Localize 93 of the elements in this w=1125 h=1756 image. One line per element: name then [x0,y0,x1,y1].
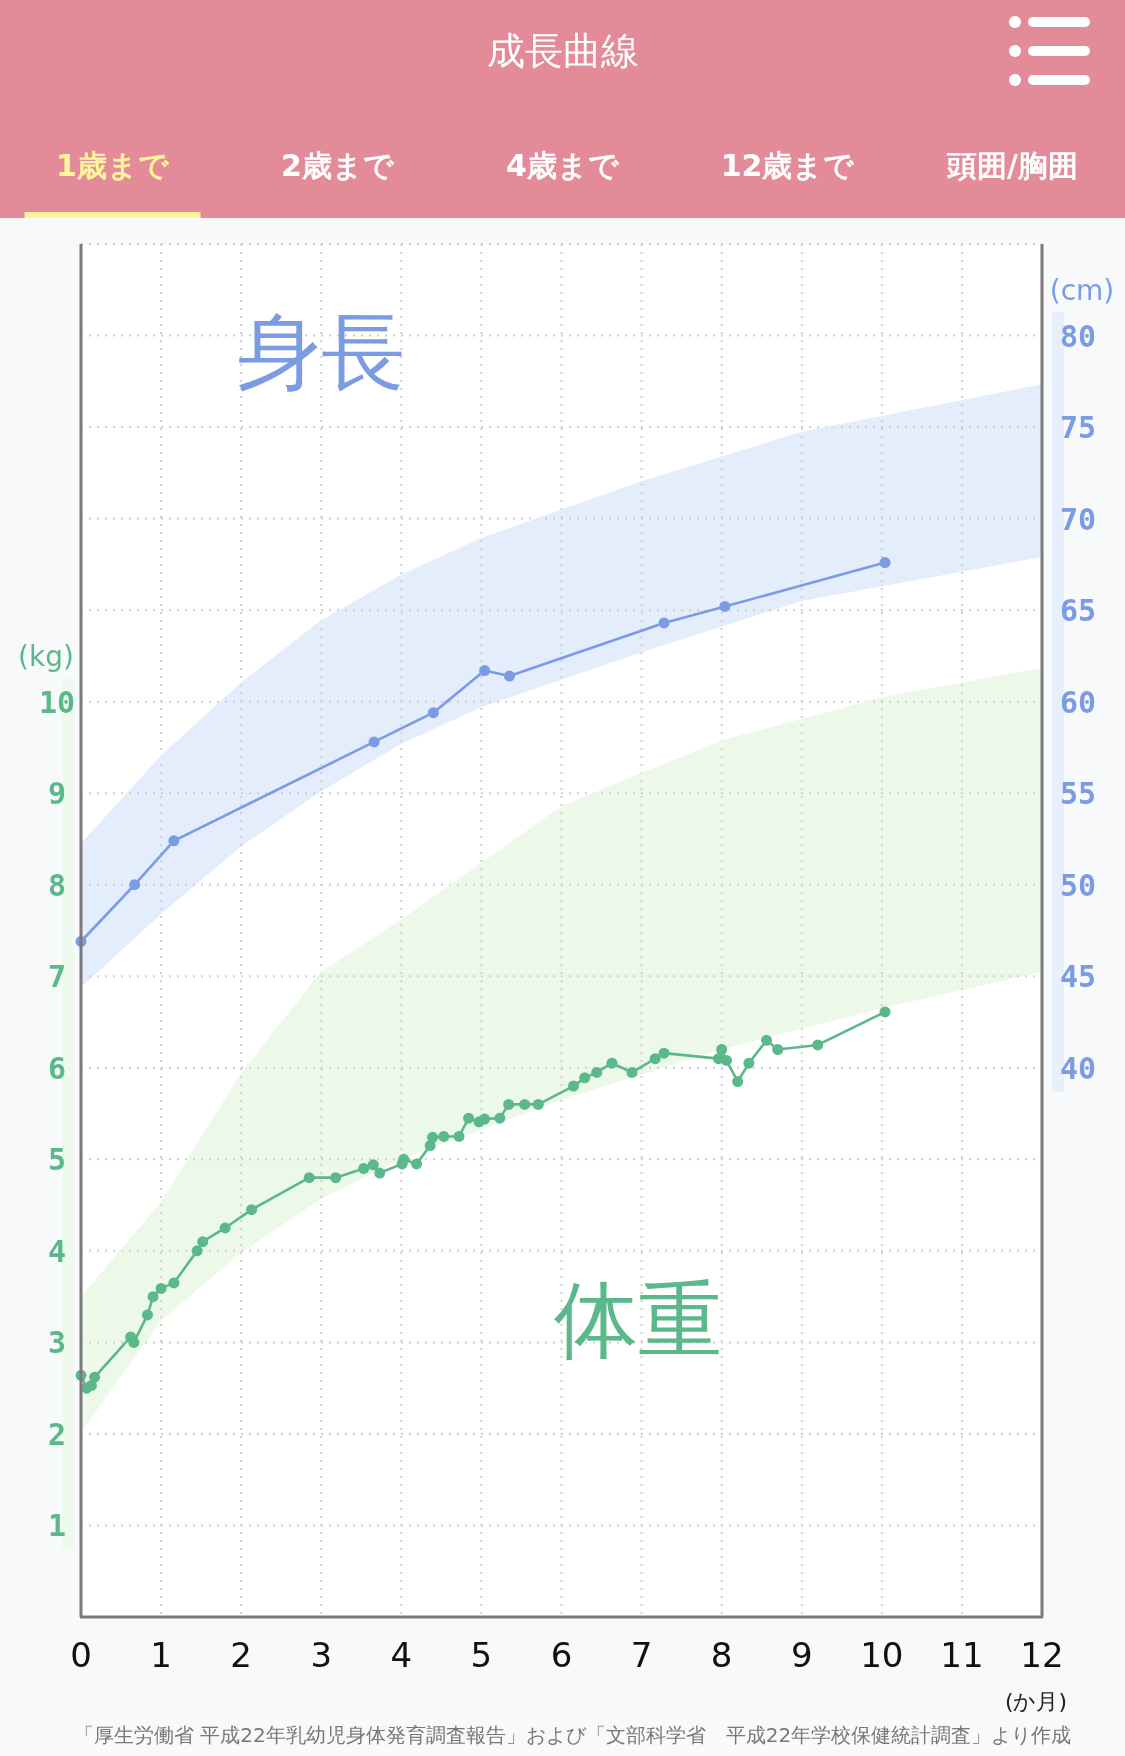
x-tick-label: 9 [790,1635,813,1675]
y-tick-label: 3 [47,1325,67,1361]
point [503,670,515,682]
x-tick-label: 6 [550,1635,573,1675]
point [591,1066,603,1078]
point [398,1153,410,1165]
point [197,1236,209,1248]
x-tick-label: 4 [390,1635,413,1675]
point [453,1130,465,1142]
y2-tick-label: 50 [1059,867,1097,903]
point [427,707,439,719]
y2-tick-label: 75 [1059,410,1097,446]
y-tick-label: 6 [47,1050,67,1086]
x-tick-label: 1 [150,1635,172,1675]
y-tick-label: 2 [47,1416,67,1452]
y-tick-label: 1 [47,1508,67,1544]
y2-tick-label: 80 [1059,318,1097,354]
point [649,1053,661,1065]
point [89,1371,101,1383]
point [168,835,180,847]
y2-tick-label: 55 [1059,776,1097,812]
point [438,1130,450,1142]
point [658,1047,670,1059]
point [743,1057,755,1069]
point [579,1072,591,1084]
x-axis-title: (か月) [1004,1689,1068,1714]
point [503,1098,515,1110]
point [606,1057,618,1069]
point [330,1172,342,1184]
text: 2歳まで [281,148,395,183]
text: 12歳まで [720,148,856,183]
text: 「厚生労働省 平成22年乳幼児身体発育調査報告」および「文部科学省 平成22年学校保健統計調査」より作成 [73,1723,1072,1747]
x-tick-label: 12 [1020,1635,1064,1675]
point [155,1282,167,1294]
point [658,617,670,629]
point [532,1098,544,1110]
x-tick-label: 3 [310,1635,333,1675]
point [463,1112,475,1124]
point [479,665,491,677]
x-tick-label: 5 [470,1635,493,1675]
y2-tick-label: 45 [1059,959,1097,995]
point [716,1043,728,1055]
point [374,1167,386,1179]
x-tick-label: 7 [630,1635,653,1675]
point [168,1277,180,1289]
point [368,736,380,748]
x-tick-label: 8 [710,1635,733,1675]
point [219,1222,231,1234]
y-tick-label: 5 [47,1142,67,1178]
text: 頭囲/胸囲 [946,148,1078,183]
point [358,1162,370,1174]
point [812,1039,824,1051]
point [772,1043,784,1055]
series-label: 体重 [554,1271,723,1370]
y2-tick-label: 70 [1059,501,1097,537]
point [879,1006,891,1018]
y-axis-title: (kg) [18,639,74,673]
point [761,1034,773,1046]
x-tick-label: 10 [860,1635,904,1675]
y2-tick-label: 65 [1059,593,1097,629]
point [411,1158,423,1170]
point [303,1172,315,1184]
point [129,879,141,891]
y2-tick-label: 60 [1059,684,1097,720]
y-tick-label: 9 [47,776,67,812]
point [568,1080,580,1092]
y-tick-label: 4 [47,1233,67,1269]
text: 身長 [237,303,406,402]
point [879,557,891,569]
point [720,1054,732,1066]
point [367,1159,379,1171]
y-tick-label: 7 [47,959,67,995]
text: 1歳まで [56,148,170,183]
y-tick-label: 10 [38,684,76,720]
text: 4歳まで [506,148,620,183]
x-tick-label: 0 [70,1635,92,1675]
point [246,1204,258,1216]
y-tick-label: 8 [47,867,67,903]
x-tick-label: 2 [230,1635,252,1675]
y2-tick-label: 40 [1059,1050,1097,1086]
point [479,1113,491,1125]
point [141,1309,153,1321]
point [519,1098,531,1110]
x-tick-label: 11 [940,1635,984,1675]
point [191,1245,203,1257]
point [147,1291,159,1303]
point [732,1076,744,1088]
chart-title: 成長曲線 [486,29,639,73]
y2-axis-title: (cm) [1049,273,1115,307]
point [719,600,731,612]
point [427,1131,439,1143]
point [626,1066,638,1078]
point [494,1112,506,1124]
